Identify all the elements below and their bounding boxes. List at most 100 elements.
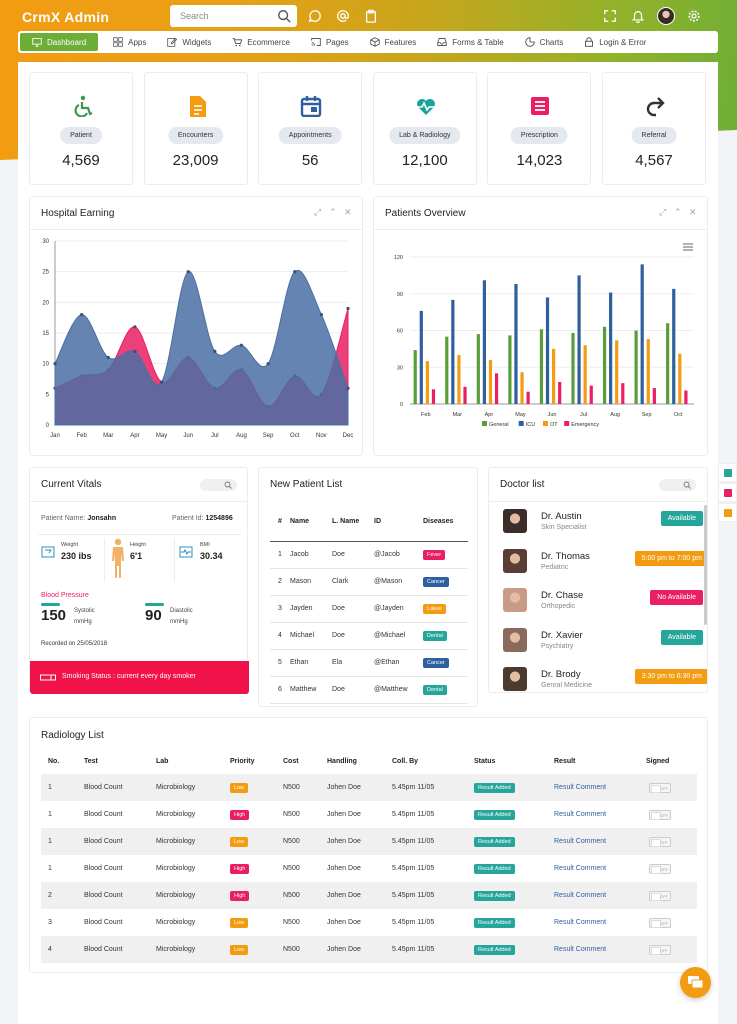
cell-id: @Ethan [372, 649, 421, 677]
side-panel-pink-icon[interactable] [718, 483, 737, 502]
diastolic-label: Diastolic [170, 608, 193, 614]
search-icon[interactable] [277, 9, 291, 23]
table-row[interactable]: 1 Blood Count Microbiology Low N500 Johen Doe… [41, 828, 697, 855]
nav-item-widgets[interactable]: Widgets [161, 33, 217, 51]
collapse-icon[interactable]: ⌃ [674, 207, 682, 217]
stat-card-referral[interactable]: Referral 4,567 [602, 72, 706, 185]
doctor-status-button[interactable]: Available [660, 511, 703, 526]
scrollbar[interactable] [704, 505, 707, 625]
table-row[interactable]: 4 Blood Count Microbiology Low N500 Johen Doe… [41, 936, 697, 963]
doctor-item[interactable]: Dr. Chase Orthopedic No Available [501, 584, 707, 618]
status-badge: Result Added [474, 836, 515, 847]
bmi-label: BMI [200, 542, 210, 548]
doctor-status-button[interactable]: 5:00 pm to 7:00 pm [634, 550, 707, 566]
signed-toggle[interactable]: OFF [649, 890, 671, 901]
nav-item-forms-table[interactable]: Forms & Table [431, 33, 509, 51]
legend-label[interactable]: Emergency [571, 422, 599, 428]
stat-label: Encounters [167, 127, 224, 144]
result-comment-link[interactable]: Result Comment [547, 774, 639, 801]
bell-icon[interactable] [631, 9, 645, 23]
stat-card-appointments[interactable]: Appointments 56 [258, 72, 363, 185]
table-row[interactable]: 1 Blood Count Microbiology Low N500 Johen Doe… [41, 774, 697, 801]
signed-toggle[interactable]: OFF [649, 944, 671, 955]
collapse-icon[interactable]: ⌃ [329, 207, 337, 217]
doctor-search[interactable] [659, 479, 696, 491]
legend-label[interactable]: General [489, 422, 509, 428]
table-row[interactable]: 4 Michael Doe @Michael Dental [270, 622, 468, 650]
expand-icon[interactable]: ⤢ [314, 207, 322, 217]
nav-item-charts[interactable]: Charts [519, 33, 570, 51]
vitals-search[interactable] [200, 479, 237, 491]
table-row[interactable]: 3 Blood Count Microbiology Low N500 Johen Doe… [41, 909, 697, 936]
side-panel-orange-icon[interactable] [718, 503, 737, 522]
y-tick-label: 90 [397, 292, 403, 298]
chat-icon[interactable] [308, 9, 322, 23]
cell-coll: 5.45pm 11/05 [392, 919, 435, 926]
stat-card-encounters[interactable]: Encounters 23,009 [143, 72, 248, 185]
nav-label: Features [384, 37, 417, 47]
doctor-status-button[interactable]: Available [660, 629, 703, 645]
search-input[interactable] [170, 5, 297, 27]
stat-value: 23,009 [172, 152, 219, 169]
nav-item-dashboard[interactable]: Dashboard [20, 33, 99, 51]
legend-label[interactable]: ICU [526, 422, 536, 428]
table-row[interactable]: 1 Jacob Doe @Jacob Fever [270, 541, 468, 569]
bar-ot [520, 372, 524, 404]
close-icon[interactable]: ✕ [689, 207, 697, 217]
doctor-item[interactable]: Dr. Austin Skin Specialist Available [501, 505, 707, 539]
nav-label: Login & Error [599, 37, 647, 47]
table-row[interactable]: 6 Matthew Doe @Matthew Dental [270, 676, 468, 704]
nav-item-features[interactable]: Features [364, 33, 423, 51]
gear-icon[interactable] [687, 9, 701, 23]
stat-card-patient[interactable]: Patient 4,569 [29, 72, 133, 185]
nav-item-ecommerce[interactable]: Ecommerce [226, 33, 296, 51]
result-comment-link[interactable]: Result Comment [547, 882, 639, 909]
close-icon[interactable]: ✕ [344, 207, 352, 217]
side-panel-green-icon[interactable] [718, 463, 737, 482]
column-header: # [270, 502, 288, 542]
signed-toggle[interactable]: OFF [649, 809, 671, 820]
cell-disease: Cancer [421, 568, 468, 596]
signed-toggle[interactable]: OFF [649, 782, 671, 793]
result-comment-link[interactable]: Result Comment [554, 865, 607, 872]
result-comment-link[interactable]: Result Comment [547, 936, 639, 963]
signed-toggle[interactable]: OFF [649, 917, 671, 928]
cell-first: Michael [288, 622, 330, 650]
legend-label[interactable]: OT [550, 422, 558, 428]
signed-toggle[interactable]: OFF [649, 863, 671, 874]
doctor-status-button[interactable]: No Available [650, 590, 703, 605]
user-avatar[interactable] [657, 7, 675, 25]
app-logo[interactable]: CrmX Admin [22, 9, 110, 25]
at-sign-icon[interactable] [336, 9, 350, 23]
result-comment-link[interactable]: Result Comment [554, 919, 607, 926]
table-row[interactable]: 1 Blood Count Microbiology High N500 Johen Do… [41, 801, 697, 828]
doctor-item[interactable]: Dr. Brody Genral Medicine 3:30 pm to 6:30 … [501, 663, 707, 692]
chat-fab-button[interactable] [680, 967, 711, 998]
signed-toggle[interactable]: OFF [649, 836, 671, 847]
priority-badge: High [230, 863, 250, 874]
doctor-item[interactable]: Dr. Xavier Psychiatry Available [501, 624, 707, 658]
expand-icon[interactable]: ⤢ [659, 207, 667, 217]
table-row[interactable]: 2 Blood Count Microbiology High N500 Johen Do… [41, 882, 697, 909]
doctor-status-button[interactable]: 3:30 pm to 6:30 pm [634, 669, 707, 684]
table-row[interactable]: 3 Jayden Doe @Jayden Lakve [270, 595, 468, 623]
result-comment-link[interactable]: Result Comment [554, 811, 607, 818]
cell-status: Result Added [467, 882, 547, 909]
doctor-item[interactable]: Dr. Thomas Pediatric 5:00 pm to 7:00 pm [501, 545, 707, 579]
stat-card-lab-radiology[interactable]: Lab & Radiology 12,100 [372, 72, 477, 185]
nav-item-login-error[interactable]: Login & Error [578, 33, 652, 51]
nav-label: Pages [325, 37, 349, 47]
table-row[interactable]: 1 Blood Count Microbiology High N500 Johen Do… [41, 855, 697, 882]
nav-item-pages[interactable]: Pages [305, 33, 355, 51]
table-row[interactable]: 2 Mason Clark @Mason Cancer [270, 568, 468, 596]
cell-signed: OFF [639, 828, 697, 855]
stat-card-prescription[interactable]: Prescription 14,023 [487, 72, 592, 185]
table-row[interactable]: 5 Ethan Ela @Ethan Cancer [270, 649, 468, 677]
menu-icon[interactable] [683, 243, 693, 251]
clipboard-icon[interactable] [364, 9, 378, 23]
result-comment-link[interactable]: Result Comment [547, 828, 639, 855]
cell-signed: OFF [639, 882, 697, 909]
fullscreen-icon[interactable] [603, 9, 617, 23]
weight-value: 230 ibs [61, 551, 92, 561]
nav-item-apps[interactable]: Apps [107, 33, 152, 51]
